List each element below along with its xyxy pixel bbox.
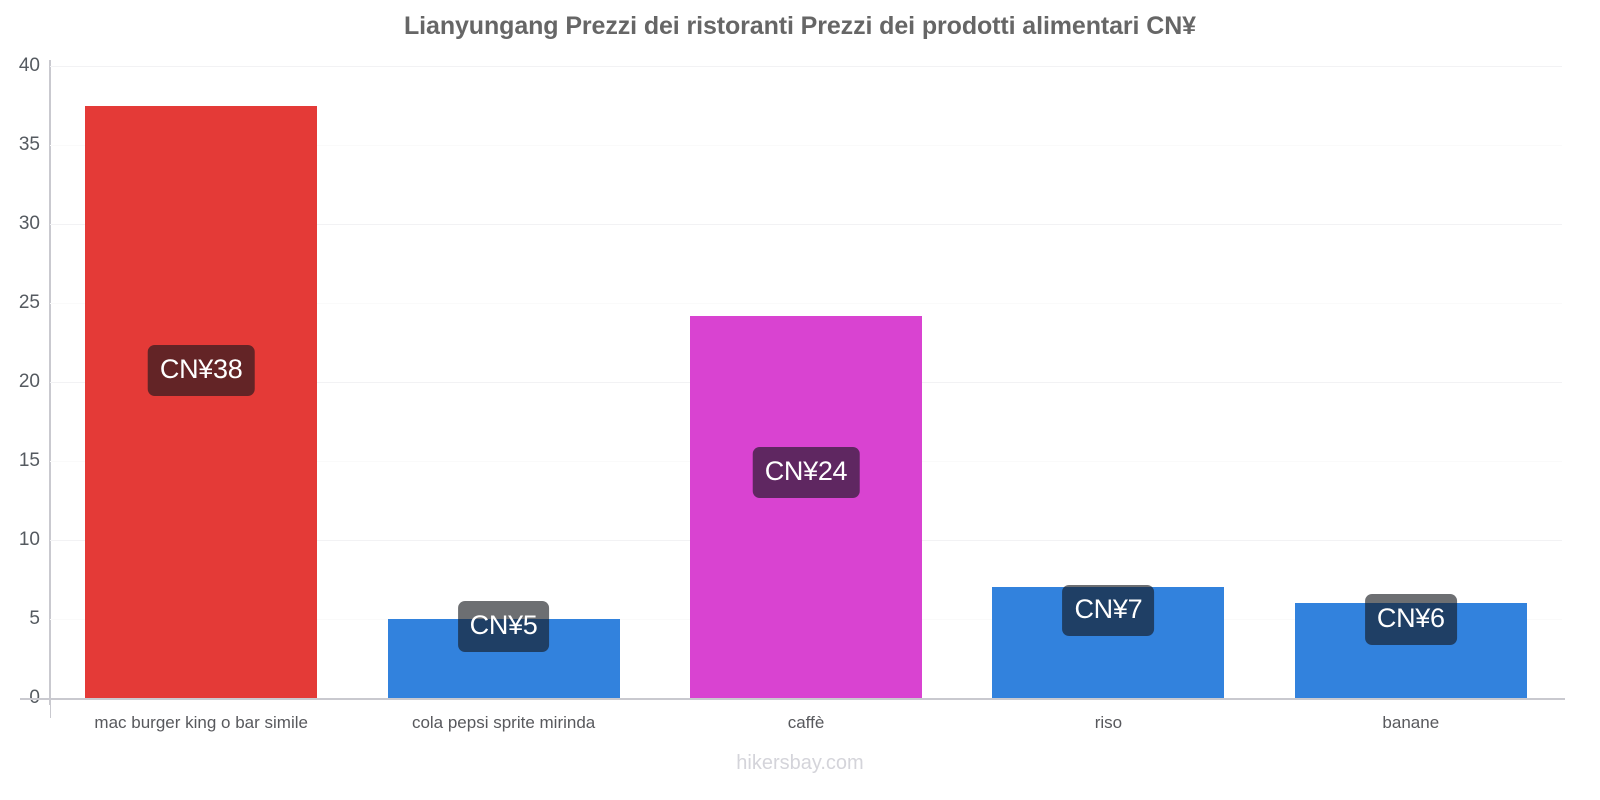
bar[interactable]	[85, 105, 318, 698]
bar-value-label: CN¥5	[457, 601, 550, 652]
y-axis: 0 5 10 15 20 25 30 35 40	[0, 0, 58, 800]
gridline	[50, 145, 1562, 146]
y-axis-tick-label: 15	[18, 450, 40, 471]
y-axis-tick-label: 25	[18, 292, 40, 313]
x-axis-tick-label: banane	[1382, 713, 1440, 732]
y-axis-tick-label: 35	[18, 134, 40, 155]
bar-fill	[690, 315, 922, 698]
y-axis-tick-label: 20	[18, 371, 40, 392]
y-axis-tick-label: 30	[18, 213, 40, 234]
y-axis-tick-label: 0	[29, 687, 40, 709]
x-axis-origin-tick	[50, 700, 51, 718]
bar[interactable]	[690, 315, 922, 698]
x-axis-tick-label: mac burger king o bar simile	[94, 713, 308, 732]
y-axis-tick-label: 40	[18, 55, 40, 76]
bar-fill	[85, 105, 318, 698]
y-axis-tick-label: 5	[29, 608, 40, 629]
gridline	[50, 66, 1562, 67]
source-watermark: hikersbay.com	[736, 752, 864, 774]
gridline	[50, 224, 1562, 225]
plot-area	[50, 66, 1562, 698]
bar-value-label: CN¥7	[1062, 585, 1155, 636]
page-title: Lianyungang Prezzi dei ristoranti Prezzi…	[404, 12, 1196, 40]
bar-value-label: CN¥38	[147, 345, 255, 396]
y-axis-tick-label: 10	[18, 529, 40, 550]
gridline	[50, 303, 1562, 304]
bar-value-label: CN¥24	[752, 447, 860, 498]
x-axis-line	[20, 698, 1565, 700]
bar-value-label: CN¥6	[1364, 594, 1457, 645]
x-axis-tick-label: cola pepsi sprite mirinda	[411, 713, 596, 732]
x-axis-tick-label: caffè	[787, 713, 825, 732]
x-axis-tick-label: riso	[1094, 713, 1123, 732]
